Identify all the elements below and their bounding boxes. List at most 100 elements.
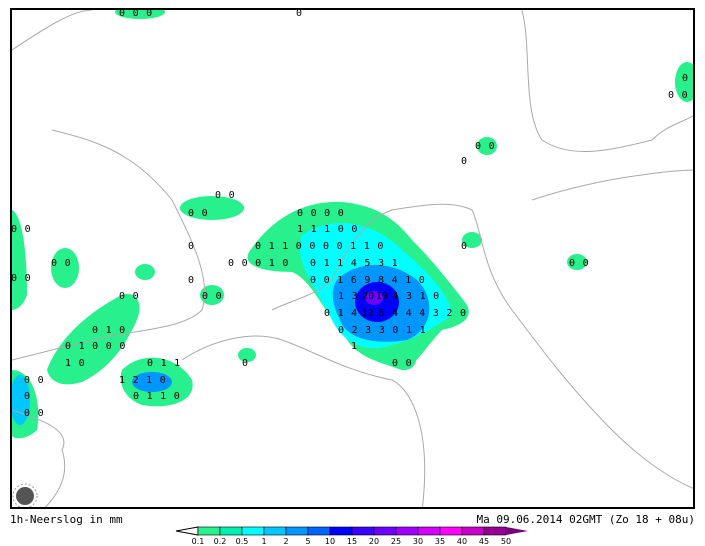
legend-swatch <box>263 526 287 536</box>
legend-swatch <box>483 526 507 536</box>
value-labels: 0000000000000000000011100001100001100000… <box>12 10 688 419</box>
precip-value-label: 20 <box>362 291 374 302</box>
precip-value-label: 0 <box>188 208 194 219</box>
precip-value-label: 0 <box>174 391 180 402</box>
precip-value-label: 1 <box>65 358 71 369</box>
legend-tick-label: 40 <box>457 537 467 546</box>
precip-value-label: 1 <box>405 275 411 286</box>
precip-value-label: 0 <box>119 291 125 302</box>
precip-value-label: 0 <box>337 241 343 252</box>
precip-value-label: 9 <box>364 275 370 286</box>
precip-areas <box>12 10 693 439</box>
precip-value-label: 0 <box>433 291 439 302</box>
precip-value-label: 1 <box>79 341 85 352</box>
precip-value-label: 1 <box>161 358 167 369</box>
precip-value-label: 0 <box>202 291 208 302</box>
precip-value-label: 1 <box>406 325 412 336</box>
precip-value-label: 0 <box>146 10 152 19</box>
precip-value-label: 0 <box>92 325 98 336</box>
precip-value-label: 0 <box>242 258 248 269</box>
legend-tick-label: 30 <box>413 537 423 546</box>
precip-value-label: 4 <box>406 308 412 319</box>
legend-swatch <box>351 526 375 536</box>
precip-value-label: 4 <box>351 258 357 269</box>
precip-value-label: 0 <box>351 224 357 235</box>
precip-value-label: 0 <box>79 358 85 369</box>
precip-value-label: 0 <box>25 273 31 284</box>
precip-value-label: 0 <box>133 291 139 302</box>
precip-value-label: 2 <box>446 308 452 319</box>
precip-value-label: 1 <box>420 325 426 336</box>
precip-value-label: 0 <box>310 258 316 269</box>
precip-value-label: 0 <box>216 291 222 302</box>
legend-swatch <box>285 526 309 536</box>
precip-value-label: 0 <box>475 141 481 152</box>
precip-value-label: 0 <box>38 375 44 386</box>
precip-value-label: 1 <box>269 241 275 252</box>
sun-logo-icon <box>12 483 38 507</box>
legend-swatch <box>417 526 441 536</box>
precip-value-label: 1 <box>338 308 344 319</box>
legend-swatch <box>461 526 485 536</box>
precip-value-label: 1 <box>337 275 343 286</box>
precip-value-label: 6 <box>351 275 357 286</box>
precip-value-label: 2 <box>133 375 139 386</box>
precip-value-label: 1 <box>364 241 370 252</box>
precip-value-label: 0 <box>65 258 71 269</box>
legend-swatch <box>241 526 265 536</box>
precip-value-label: 0 <box>133 391 139 402</box>
precip-value-label: 0 <box>311 208 317 219</box>
precip-value-label: 0 <box>323 241 329 252</box>
precip-value-label: 1 <box>297 224 303 235</box>
precip-value-label: 0 <box>133 10 139 19</box>
precip-value-label: 0 <box>12 224 17 235</box>
precip-value-label: 1 <box>324 224 330 235</box>
precip-value-label: 1 <box>269 258 275 269</box>
precip-value-label: 0 <box>24 408 30 419</box>
precip-value-label: 1 <box>324 258 330 269</box>
precip-value-label: 0 <box>296 10 302 19</box>
precip-value-label: 0 <box>309 241 315 252</box>
precip-value-label: 0 <box>297 208 303 219</box>
precip-value-label: 0 <box>147 358 153 369</box>
precip-value-label: 0 <box>296 241 302 252</box>
precipitation-map: 0000000000000000000011100001100001100000… <box>10 8 695 509</box>
precip-value-label: 0 <box>160 375 166 386</box>
precip-value-label: 4 <box>351 308 357 319</box>
legend-tick-label: 0.5 <box>236 537 249 546</box>
precip-value-label: 1 <box>119 375 125 386</box>
precip-value-label: 0 <box>228 258 234 269</box>
precip-value-label: 1 <box>174 358 180 369</box>
precip-value-label: 0 <box>282 258 288 269</box>
precip-value-label: 3 <box>379 325 385 336</box>
precip-value-label: 1 <box>106 325 112 336</box>
precip-value-label: 5 <box>364 258 370 269</box>
precip-value-label: 1 <box>160 391 166 402</box>
precip-value-label: 0 <box>188 275 194 286</box>
legend-tick-label: 25 <box>391 537 401 546</box>
precip-value-label: 0 <box>25 224 31 235</box>
precip-value-label: 0 <box>24 375 30 386</box>
legend-tick-label: 0.1 <box>192 537 205 546</box>
valid-time: Ma 09.06.2014 02GMT (Zo 18 + 08u) <box>476 513 695 526</box>
precip-value-label: 0 <box>668 90 674 101</box>
legend-swatch <box>219 526 243 536</box>
legend-tick-label: 50 <box>501 537 511 546</box>
legend-tick-label: 35 <box>435 537 445 546</box>
precip-value-label: 6 <box>378 308 384 319</box>
precip-value-label: 0 <box>682 90 688 101</box>
legend-swatch <box>395 526 419 536</box>
precip-value-label: 0 <box>461 241 467 252</box>
precip-value-label: 1 <box>146 375 152 386</box>
precip-value-label: 1 <box>282 241 288 252</box>
legend-swatch <box>197 526 221 536</box>
legend-tick-label: 2 <box>283 537 288 546</box>
precip-value-label: 0 <box>392 358 398 369</box>
precip-value-label: 4 <box>419 308 425 319</box>
precip-value-label: 0 <box>324 275 330 286</box>
legend-tick-label: 15 <box>347 537 357 546</box>
legend-over-arrow <box>506 527 528 535</box>
precip-value-label: 0 <box>202 208 208 219</box>
precip-value-label: 0 <box>188 241 194 252</box>
precip-value-label: 0 <box>119 325 125 336</box>
